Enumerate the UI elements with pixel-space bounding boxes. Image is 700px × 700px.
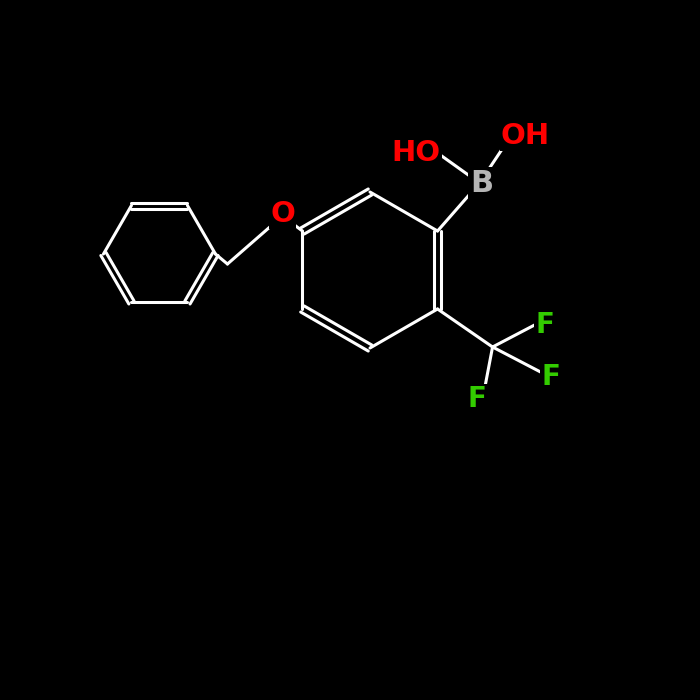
Text: OH: OH [501,122,550,150]
Text: B: B [470,169,493,197]
Text: HO: HO [391,139,440,167]
Text: O: O [270,200,295,228]
Text: F: F [535,311,554,339]
Text: F: F [467,385,486,413]
Text: F: F [541,363,560,391]
